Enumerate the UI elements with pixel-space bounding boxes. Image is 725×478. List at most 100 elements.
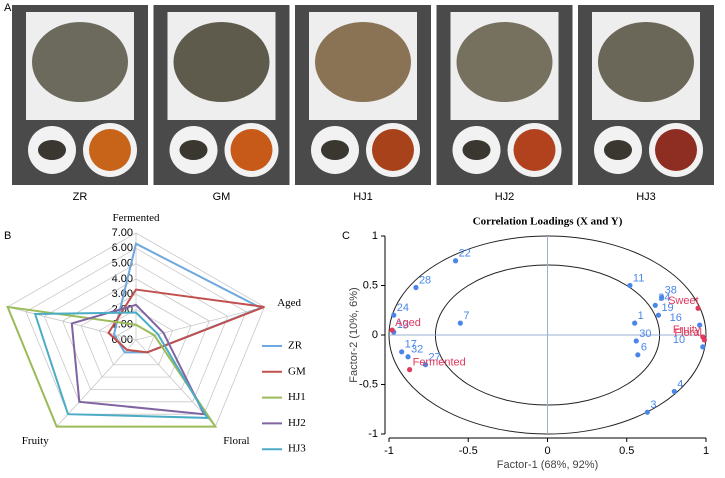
category-label: Floral [223, 435, 249, 447]
photo-label: ZR [73, 191, 88, 203]
point [655, 312, 662, 318]
point [452, 258, 459, 264]
tea-liquor [89, 129, 131, 171]
point-label: 1 [638, 310, 644, 322]
point [422, 362, 429, 368]
point-label: 13 [397, 319, 409, 331]
leaves-cup [462, 140, 491, 160]
y-tick-label: 1 [372, 230, 378, 242]
point [644, 409, 650, 415]
point [407, 367, 413, 373]
x-axis-label: Factor-1 (68%, 92%) [497, 459, 598, 471]
chart-title: Correlation Loadings (X and Y) [473, 216, 623, 228]
tea-leaves [315, 22, 411, 102]
point-label: 7 [463, 310, 469, 322]
tea-leaves [598, 22, 694, 102]
point-label: 30 [639, 328, 651, 340]
photo-label: HJ1 [353, 191, 373, 203]
tea-liquor [513, 129, 556, 171]
y-tick-label: 0.5 [363, 279, 378, 291]
category-label: Fermented [112, 212, 160, 224]
point-label: Sweet [668, 295, 699, 307]
point [632, 320, 638, 326]
x-tick-label: 0 [544, 445, 550, 457]
point-label: Fermented [413, 357, 466, 369]
point-label: 17 [405, 339, 417, 351]
r-tick-label: 4.00 [112, 273, 133, 285]
tea-leaves [456, 22, 553, 102]
point-label: 34 [658, 292, 670, 304]
category-label: Fruity [22, 435, 49, 447]
point-label: 16 [670, 312, 682, 324]
radar-line [33, 311, 210, 419]
r-tick-label: 5.00 [112, 257, 133, 269]
point-label: 10 [673, 334, 685, 346]
legend-label: ZR [288, 340, 303, 352]
leaves-cup [604, 140, 632, 160]
point-label: 27 [428, 352, 440, 364]
leaves-cup [179, 140, 208, 160]
point [627, 282, 633, 289]
panel-label: A [4, 2, 12, 14]
point-label: 32 [411, 344, 423, 356]
point [457, 320, 463, 326]
tea-liquor [230, 129, 273, 171]
point-label: 24 [397, 302, 409, 314]
r-tick-label: 7.00 [112, 227, 133, 239]
photo-label: GM [213, 191, 231, 203]
grid-ring [43, 263, 229, 403]
tea-liquor [372, 129, 414, 171]
y-axis-label: Factor-2 (10%, 6%) [348, 287, 360, 382]
grid-ring [98, 308, 174, 366]
point [633, 338, 639, 344]
photo-label: HJ3 [636, 191, 656, 203]
point-label: 3 [650, 399, 656, 411]
point [671, 388, 677, 395]
point-label: 38 [665, 284, 677, 296]
r-tick-label: 6.00 [112, 242, 133, 254]
x-tick-label: -1 [384, 445, 394, 457]
point-label: 4 [677, 378, 683, 390]
legend-label: HJ1 [288, 391, 306, 403]
point-label: 19 [661, 302, 673, 314]
point-label: 22 [459, 248, 471, 260]
r-tick-label: 3.00 [112, 288, 133, 300]
tea-leaves [32, 22, 128, 102]
point-label: Floral [674, 327, 702, 339]
point [399, 349, 405, 355]
point [652, 302, 658, 308]
grid-ring [80, 293, 192, 378]
radar-line [107, 288, 265, 354]
tea-liquor [655, 129, 697, 171]
point [413, 284, 419, 291]
point-label: 11 [633, 272, 644, 284]
point-label: Fruity [673, 324, 701, 336]
point [700, 344, 706, 350]
point [405, 354, 411, 360]
point [635, 352, 641, 358]
y-tick-label: -0.5 [359, 378, 378, 390]
leaves-cup [38, 140, 66, 160]
y-tick-label: 0 [372, 329, 378, 341]
point [700, 334, 706, 340]
legend-label: GM [288, 365, 306, 377]
x-tick-label: 0.5 [619, 445, 634, 457]
panel-label: B [4, 230, 11, 242]
legend-label: HJ2 [288, 417, 306, 429]
point-label: 28 [419, 274, 431, 286]
radar-line [70, 303, 206, 416]
point-label: 6 [641, 342, 647, 354]
x-tick-label: 1 [703, 445, 709, 457]
radar-line [6, 305, 218, 428]
point [391, 312, 397, 318]
photo-label: HJ2 [495, 191, 515, 203]
point [659, 294, 665, 300]
point [389, 327, 395, 333]
leaves-cup [321, 140, 349, 160]
legend-label: HJ3 [288, 443, 306, 455]
r-tick-label: 0.00 [112, 334, 133, 346]
point [697, 322, 703, 328]
spoke [56, 339, 137, 427]
y-tick-label: -1 [368, 428, 378, 440]
